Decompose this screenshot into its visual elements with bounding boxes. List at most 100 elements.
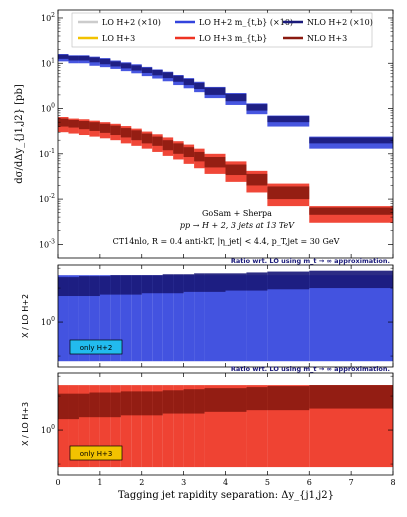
x-tick-label: 5	[265, 478, 270, 487]
main-series-4-bin-8	[131, 130, 142, 141]
ratio-h3-band-1-bin-13	[183, 385, 195, 468]
ratio-h3-band-1-bin-7	[120, 385, 132, 468]
ratio-h2-band-2-bin-16	[225, 273, 247, 291]
x-tick-label: 0	[55, 478, 60, 487]
ratio-panel-h3-bands	[58, 385, 393, 468]
ratio-h2-band-1-bin-17	[246, 275, 268, 362]
main-panel-ylabel: dσ/dΔy_{j1,j2} [pb]	[14, 84, 25, 184]
x-tick-label: 4	[223, 478, 228, 487]
ratio-h2-band-1-bin-13	[183, 275, 195, 362]
ratio-h2-band-2-bin-15	[204, 273, 226, 292]
main-series-2-bin-7	[120, 63, 132, 69]
main-series-4-bin-17	[246, 173, 268, 186]
ratio-panel-h2-ylabel: X / LO H+2	[21, 294, 30, 338]
y-tick-label: 10-2	[39, 193, 55, 204]
ratio-h2-band-2-bin-11	[162, 274, 174, 294]
x-tick-label: 6	[307, 478, 312, 487]
ratio-y-tick-label: 100	[41, 424, 55, 435]
main-series-2-bin-11	[162, 72, 174, 79]
main-series-4-bin-11	[162, 140, 174, 151]
main-series-4-bin-16	[225, 164, 247, 176]
ratio-h2-band-2-bin-17	[246, 272, 268, 291]
ratio-h3-band-2-bin-7	[120, 391, 132, 416]
ratio-h2-band-1-bin-7	[120, 275, 132, 362]
main-series-2-bin-19	[309, 137, 393, 144]
ratio-h3-band-2-bin-10	[152, 391, 163, 416]
main-series-4-bin-13	[183, 147, 195, 158]
legend: LO H+2 (×10) LO H+2 m_{t,b} (×10) NLO H+…	[71, 12, 373, 48]
y-tick-label: 10-3	[39, 238, 55, 249]
ratio-h3-band-2-bin-3	[78, 393, 90, 418]
ratio-h3-band-1-bin-6	[110, 385, 121, 468]
ratio-h3-band-2-bin-19	[309, 385, 393, 409]
main-series-2-bin-12	[173, 75, 184, 82]
annotation-process: pp → H + 2, 3 jets at 13 TeV	[180, 221, 295, 230]
x-tick-label: 3	[181, 478, 186, 487]
ratio-h2-band-1-bin-11	[162, 275, 174, 362]
ratio-h2-band-2-bin-3	[78, 276, 90, 297]
ratio-h3-band-2-bin-5	[99, 392, 111, 418]
main-series-4-bin-3	[78, 121, 90, 130]
main-series-2-bin-15	[204, 87, 226, 95]
main-series-4-bin-2	[68, 119, 79, 128]
main-series-4-bin-6	[110, 125, 121, 136]
ratio-h3-band-1-bin-5	[99, 385, 111, 468]
ratio-h3-band-2-bin-12	[173, 390, 184, 414]
ratio-h2-band-1-bin-2	[68, 275, 79, 362]
ratio-h3-band-2-bin-17	[246, 387, 268, 411]
ratio-h3-band-1-bin-3	[78, 385, 90, 468]
legend-entry-lo-h2: LO H+2 (×10)	[102, 18, 161, 27]
ratio-h3-band-1-bin-2	[68, 385, 79, 468]
ratio-h2-band-1-bin-12	[173, 275, 184, 362]
ratio-h2-band-1-bin-3	[78, 275, 90, 362]
ratio-h2-band-1-bin-15	[204, 275, 226, 362]
ratio-h2-band-1-bin-9	[141, 275, 153, 362]
legend-entry-nlo-h2: NLO H+2 (×10)	[307, 18, 373, 27]
ratio-panel-h2-title: Ratio wrt. LO using m_t → ∞ approximatio…	[231, 257, 390, 265]
main-series-2-bin-16	[225, 93, 247, 102]
main-series-4-bin-10	[152, 136, 163, 146]
ratio-h3-band-2-bin-15	[204, 388, 226, 412]
main-series-4-bin-5	[99, 123, 111, 133]
ratio-h3-band-1-bin-11	[162, 385, 174, 468]
ratio-h2-band-2-bin-18	[267, 271, 310, 290]
ratio-h2-band-1-bin-16	[225, 275, 247, 362]
annotation-cuts: CT14nlo, R = 0.4 anti-kT, |η_jet| < 4.4,…	[113, 237, 340, 246]
ratio-h3-band-2-bin-6	[110, 392, 121, 418]
ratio-h2-band-1-bin-5	[99, 275, 111, 362]
ratio-h3-band-2-bin-1	[58, 393, 69, 420]
ratio-h2-band-1-bin-19	[309, 275, 393, 362]
ratio-h2-band-2-bin-19	[309, 270, 393, 289]
main-panel-bands	[58, 54, 393, 223]
ratio-panel-h3-ylabel: X / LO H+3	[21, 402, 30, 446]
main-series-2-bin-13	[183, 78, 195, 86]
ratio-h2-band-2-bin-6	[110, 275, 121, 295]
y-tick-label: 100	[41, 103, 55, 114]
ratio-h3-band-2-bin-8	[131, 391, 142, 416]
ratio-panel-h3-label: only H+3	[80, 450, 113, 458]
x-axis-label: Tagging jet rapidity separation: Δy_{j1,…	[118, 490, 334, 501]
main-series-2-bin-9	[141, 67, 153, 73]
ratio-y-tick-label: 100	[41, 316, 55, 327]
ratio-h3-band-1-bin-10	[152, 385, 163, 468]
x-tick-label: 1	[97, 478, 102, 487]
ratio-h3-band-1-bin-12	[173, 385, 184, 468]
ratio-h2-band-2-bin-7	[120, 275, 132, 295]
ratio-h3-band-2-bin-2	[68, 393, 79, 420]
ratio-h2-band-1-bin-4	[89, 275, 100, 362]
main-series-2-bin-8	[131, 65, 142, 71]
main-series-4-bin-4	[89, 122, 100, 131]
ratio-panel-h2-label: only H+2	[80, 344, 113, 352]
legend-entry-lo-h3-mtb: LO H+3 m_{t,b}	[199, 34, 267, 43]
main-series-4-bin-12	[173, 143, 184, 154]
ratio-h3-band-2-bin-16	[225, 388, 247, 412]
ratio-h2-band-2-bin-13	[183, 274, 195, 292]
main-series-4-bin-14	[194, 151, 205, 162]
ratio-h2-band-2-bin-9	[141, 275, 153, 294]
main-series-4-bin-7	[120, 128, 132, 138]
main-series-4-bin-15	[204, 157, 226, 168]
ratio-h3-band-1-bin-1	[58, 385, 69, 468]
main-series-4-bin-19	[309, 207, 393, 215]
main-series-2-bin-2	[68, 55, 79, 61]
